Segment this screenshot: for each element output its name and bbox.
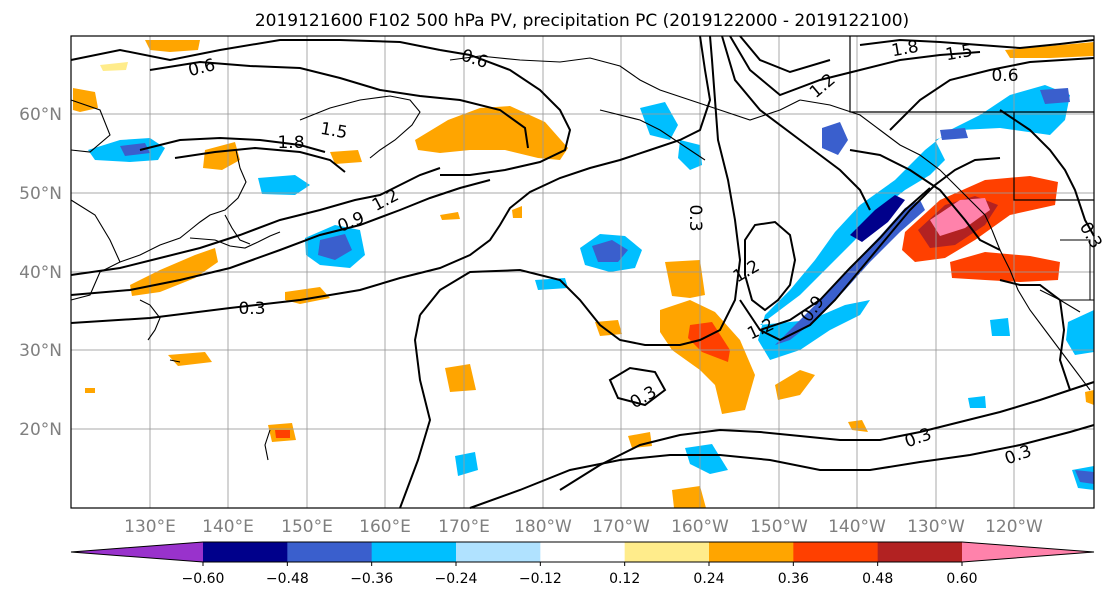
contour-label: 1.5 <box>944 41 974 65</box>
colorbar-segment <box>709 542 794 562</box>
colorbar-segment <box>371 542 457 562</box>
lat-label: 20°N <box>19 420 62 440</box>
colorbar-segment <box>456 542 541 562</box>
precipitation-shading <box>73 40 1094 508</box>
map-panel: 0.6 0.6 1.5 1.8 0.9 1.2 0.3 0.3 1.2 1.2 … <box>70 35 1105 509</box>
contour-label: 0.3 <box>685 204 705 231</box>
colorbar-tick-label: 0.36 <box>778 571 809 587</box>
lon-label: 140°W <box>828 517 886 537</box>
lat-label: 40°N <box>19 263 62 283</box>
colorbar-tick-label: 0.24 <box>693 571 724 587</box>
colorbar: −0.60 −0.48 −0.36 −0.24 −0.12 0.12 0.24 0.36 0.4… <box>70 541 1095 587</box>
colorbar-extend-high <box>962 542 1094 562</box>
lon-label: 120°W <box>985 517 1043 537</box>
colorbar-segment <box>877 542 963 562</box>
colorbar-tick-label: −0.12 <box>519 571 562 587</box>
contour-label: 1.5 <box>319 119 349 143</box>
latitude-labels: 60°N 50°N 40°N 30°N 20°N <box>19 105 62 440</box>
colorbar-segment <box>203 542 288 562</box>
colorbar-tick-label: −0.60 <box>182 571 225 587</box>
lon-label: 140°E <box>202 517 254 537</box>
contour-label: 0.6 <box>991 66 1018 86</box>
colorbar-segment <box>624 542 710 562</box>
colorbar-tick-label: 0.48 <box>862 571 893 587</box>
lon-label: 160°E <box>359 517 411 537</box>
colorbar-tick-label: −0.24 <box>435 571 478 587</box>
lon-label: 180°W <box>514 517 572 537</box>
lat-label: 50°N <box>19 184 62 204</box>
lon-label: 130°E <box>124 517 176 537</box>
lon-label: 170°W <box>592 517 650 537</box>
lon-label: 150°W <box>750 517 808 537</box>
contour-label: 1.8 <box>277 133 304 153</box>
colorbar-tick-label: −0.48 <box>266 571 309 587</box>
lat-label: 30°N <box>19 341 62 361</box>
colorbar-tick-label: −0.36 <box>350 571 393 587</box>
map-frame <box>70 35 1095 509</box>
colorbar-segment <box>287 542 373 562</box>
lon-label: 130°W <box>907 517 965 537</box>
coastlines <box>70 55 1091 461</box>
colorbar-extend-low <box>71 542 203 562</box>
colorbar-tick-label: 0.60 <box>946 571 977 587</box>
lon-label: 160°W <box>671 517 729 537</box>
colorbar-segment <box>540 542 626 562</box>
lon-label: 150°E <box>281 517 333 537</box>
lon-label: 170°E <box>438 517 490 537</box>
longitude-labels: 130°E 140°E 150°E 160°E 170°E 180°W 170°… <box>124 517 1043 537</box>
colorbar-segment <box>793 542 879 562</box>
colorbar-tick-label: 0.12 <box>609 571 640 587</box>
contour-label: 0.3 <box>238 299 265 319</box>
boundaries <box>849 36 1094 301</box>
contour-label: 1.8 <box>890 37 920 61</box>
pv-contours <box>70 35 1095 509</box>
figure-title: 2019121600 F102 500 hPa PV, precipitatio… <box>255 11 909 31</box>
lat-label: 60°N <box>19 105 62 125</box>
